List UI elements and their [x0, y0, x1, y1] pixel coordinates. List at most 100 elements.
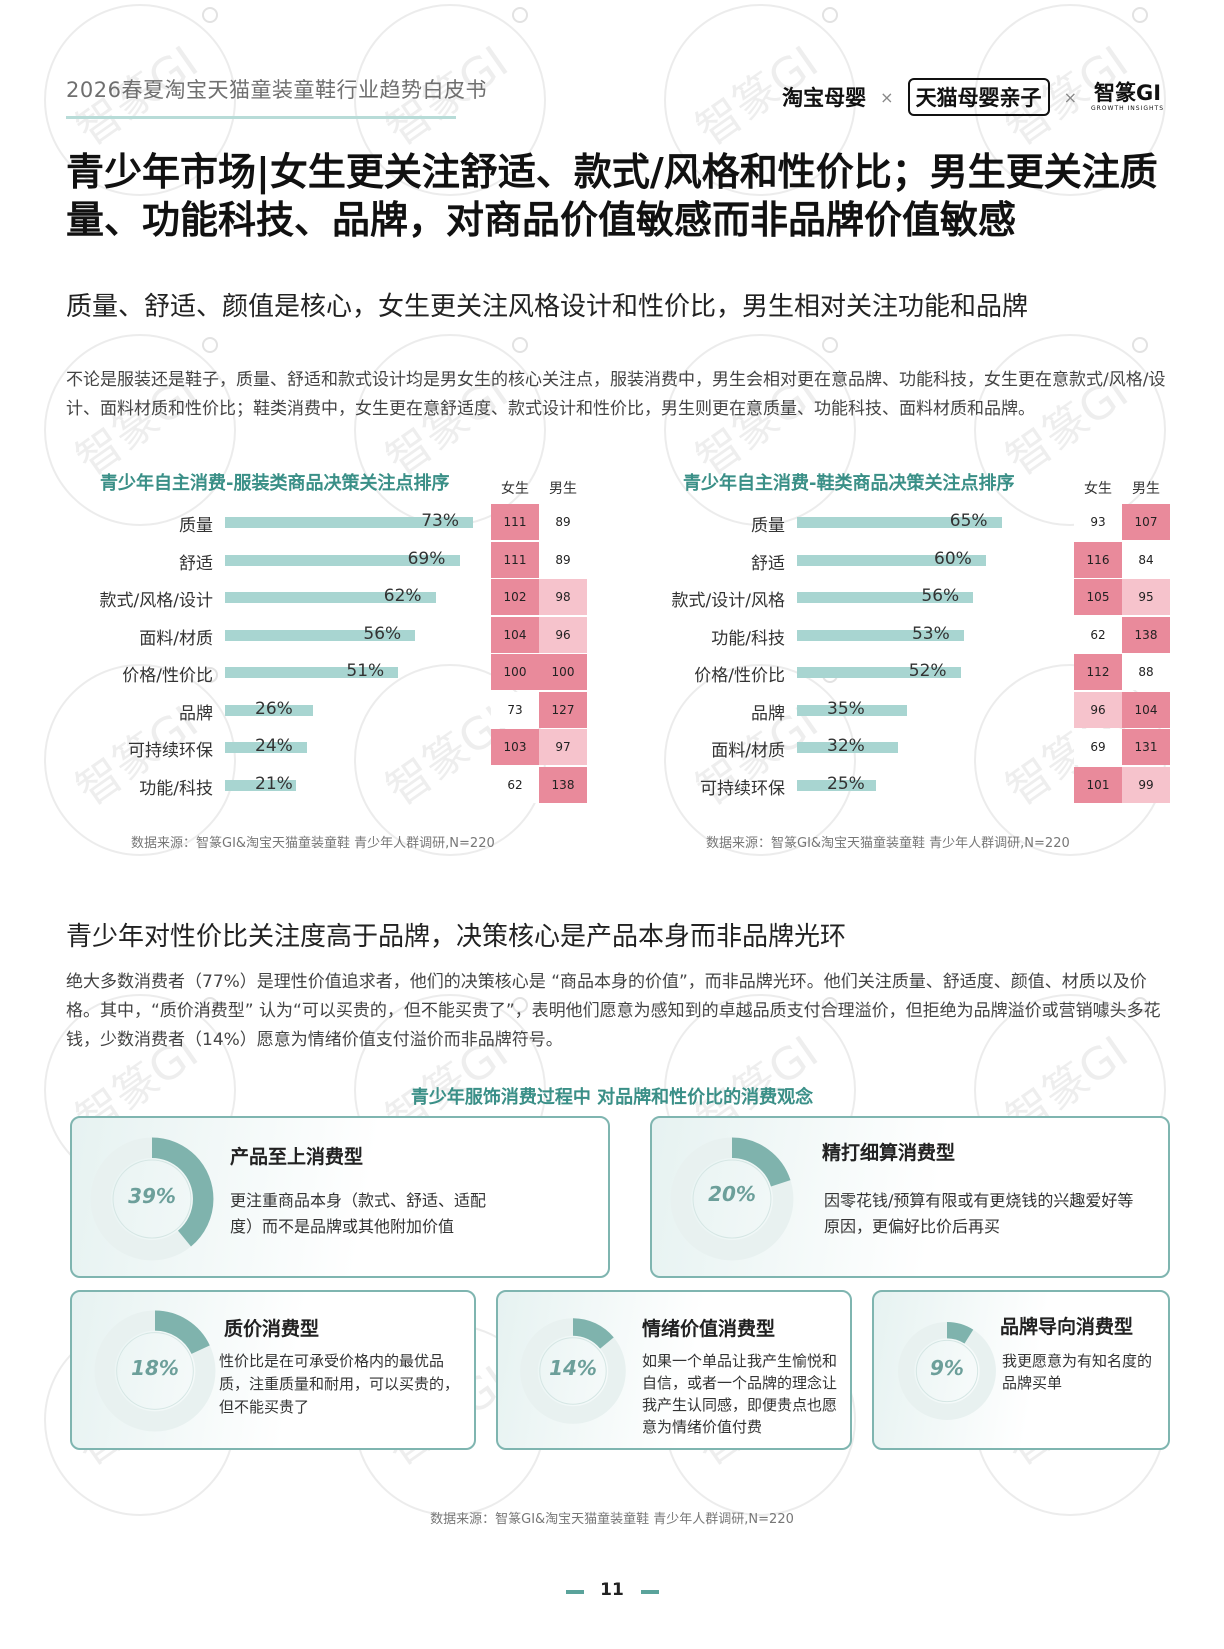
bar	[225, 667, 399, 678]
card-quality-price: 18% 质价消费型 性价比是在可承受价格内的最优品质，注重质量和耐用，可以买贵的…	[70, 1290, 476, 1450]
bar	[225, 742, 307, 753]
index-cell-male: 131	[1122, 729, 1170, 765]
index-cell-female: 100	[491, 654, 539, 690]
bar-category-label: 价格/性价比	[694, 666, 785, 686]
index-cell-female: 62	[1074, 616, 1122, 653]
index-cell-female: 93	[1074, 504, 1122, 540]
bar-value-label: 69%	[407, 548, 446, 569]
bar	[797, 517, 1002, 528]
index-cell-female: 102	[491, 579, 539, 615]
bar-category-label: 面料/材质	[711, 741, 785, 761]
card-text: 我更愿意为有知名度的品牌买单	[1002, 1352, 1153, 1392]
bar-value-label: 62%	[383, 586, 422, 606]
card-text: 因零花钱/预算有限或有更烧钱的兴趣爱好等原因，更偏好比价后再买	[824, 1191, 1134, 1236]
section1-paragraph: 不论是服装还是鞋子，质量、舒适和款式设计均是男女生的核心关注点，服装消费中，男生…	[66, 370, 1166, 419]
donut-inner-ring	[539, 1337, 607, 1405]
bar-value-label: 53%	[911, 623, 950, 644]
donut-segment	[520, 1318, 626, 1424]
section2-source: 数据来源：智篆GI&淘宝天猫童装童鞋 青少年人群调研,N=220	[430, 1512, 794, 1527]
bar-category-label: 品牌	[751, 703, 785, 724]
card-title: 产品至上消费型	[230, 1146, 364, 1168]
chart1-col-male: 男生	[549, 481, 577, 497]
bar	[225, 704, 314, 716]
index-cell-male: 96	[539, 616, 587, 653]
index-cell-female: 116	[1074, 541, 1122, 578]
index-cell-male: 138	[539, 766, 587, 803]
bar-category-label: 质量	[751, 516, 785, 536]
logo-separator: ×	[1063, 87, 1077, 107]
index-cell-female: 96	[1074, 691, 1122, 728]
watermark-dot	[512, 7, 528, 23]
bar-category-label: 面料/材质	[139, 628, 213, 649]
bar	[225, 779, 297, 791]
index-cell-male: 88	[1122, 654, 1170, 690]
header-underline	[66, 116, 456, 119]
chart2-col-female: 女生	[1084, 481, 1112, 497]
bar	[797, 667, 961, 678]
bar	[797, 779, 876, 791]
chart1-title: 青少年自主消费-服装类商品决策关注点排序	[100, 473, 450, 494]
infographic-title: 青少年服饰消费过程中 对品牌和性价比的消费观念	[410, 1087, 814, 1108]
bar-value-label: 26%	[255, 698, 293, 719]
page-number: 11	[600, 1580, 624, 1600]
bar-value-label: 60%	[934, 548, 972, 569]
index-cell-male: 127	[539, 691, 587, 728]
report-title: 2026春夏淘宝天猫童装童鞋行业趋势白皮书	[66, 78, 487, 102]
chart1-source: 数据来源：智篆GI&淘宝天猫童装童鞋 青少年人群调研,N=220	[131, 836, 495, 851]
taobao-muying-logo: 淘宝母婴	[782, 86, 867, 110]
bar-value-label: 32%	[827, 736, 865, 756]
bar	[225, 629, 416, 641]
bar-value-label: 56%	[363, 623, 402, 644]
bar-category-label: 质量	[179, 516, 213, 536]
index-cell-male: 95	[1122, 579, 1170, 615]
card-text: 如果一个单品让我产生愉悦和自信，或者一个品牌的理念让我产生认同感，即便贵点也愿意…	[642, 1352, 838, 1436]
index-cell-female: 105	[1074, 579, 1122, 615]
page-title: 青少年市场|女生更关注舒适、款式/风格和性价比；男生更关注质量、功能科技、品牌，…	[66, 150, 1158, 242]
index-cell-male: 98	[539, 579, 587, 615]
index-cell-female: 103	[491, 729, 539, 765]
bar-category-label: 舒适	[179, 553, 213, 574]
watermark-dot	[1132, 7, 1148, 23]
card-product-first: 39% 产品至上消费型 更注重商品本身（款式、舒适、适配度）而不是品牌或其他附加…	[70, 1116, 610, 1278]
card-text: 更注重商品本身（款式、舒适、适配度）而不是品牌或其他附加价值	[230, 1191, 487, 1236]
index-cell-female: 62	[491, 766, 539, 803]
section1-heading: 质量、舒适、颜值是核心，女生更关注风格设计和性价比，男生相对关注功能和品牌	[66, 292, 1029, 322]
index-cell-male: 89	[539, 504, 587, 540]
bar	[797, 592, 974, 603]
donut-percent: 39%	[128, 1184, 176, 1208]
index-cell-male: 97	[539, 729, 587, 765]
donut-inner-ring	[692, 1159, 772, 1239]
donut-chart	[94, 1310, 216, 1432]
bar-value-label: 51%	[346, 661, 385, 681]
index-cell-male: 99	[1122, 766, 1170, 803]
donut-percent: 14%	[549, 1356, 597, 1380]
chart2-title: 青少年自主消费-鞋类商品决策关注点排序	[683, 473, 1015, 494]
donut-chart	[520, 1318, 626, 1424]
bar-value-label: 73%	[421, 511, 459, 531]
card-emotional-value: 14% 情绪价值消费型 如果一个单品让我产生愉悦和自信，或者一个品牌的理念让我产…	[496, 1290, 852, 1450]
bar	[797, 742, 898, 753]
donut-segment	[898, 1322, 996, 1420]
index-cell-male: 138	[1122, 616, 1170, 653]
index-cell-female: 111	[491, 541, 539, 578]
card-title: 品牌导向消费型	[1000, 1316, 1134, 1338]
chart2-source: 数据来源：智篆GI&淘宝天猫童装童鞋 青少年人群调研,N=220	[706, 836, 1070, 851]
bar-category-label: 款式/风格/设计	[99, 591, 213, 611]
index-cell-male: 100	[539, 654, 587, 690]
index-cell-female: 101	[1074, 766, 1122, 803]
watermark-dot	[822, 337, 838, 353]
partner-logos: 淘宝母婴 × 天猫母婴亲子 × 智篆GI GROWTH INSIGHTS	[782, 78, 1164, 116]
index-cell-male: 107	[1122, 504, 1170, 540]
index-cell-male: 104	[1122, 691, 1170, 728]
card-title: 质价消费型	[224, 1318, 320, 1340]
donut-chart	[670, 1137, 794, 1261]
donut-percent: 9%	[930, 1356, 964, 1380]
watermark-dot	[202, 7, 218, 23]
card-text: 性价比是在可承受价格内的最优品质，注重质量和耐用，可以买贵的，但不能买贵了	[219, 1352, 460, 1416]
watermark-dot	[822, 7, 838, 23]
card-title: 情绪价值消费型	[642, 1318, 776, 1340]
donut-inner-ring	[915, 1339, 979, 1403]
section2-heading: 青少年对性价比关注度高于品牌，决策核心是产品本身而非品牌光环	[66, 922, 847, 952]
bar-value-label: 56%	[921, 586, 960, 606]
bar	[797, 629, 964, 641]
